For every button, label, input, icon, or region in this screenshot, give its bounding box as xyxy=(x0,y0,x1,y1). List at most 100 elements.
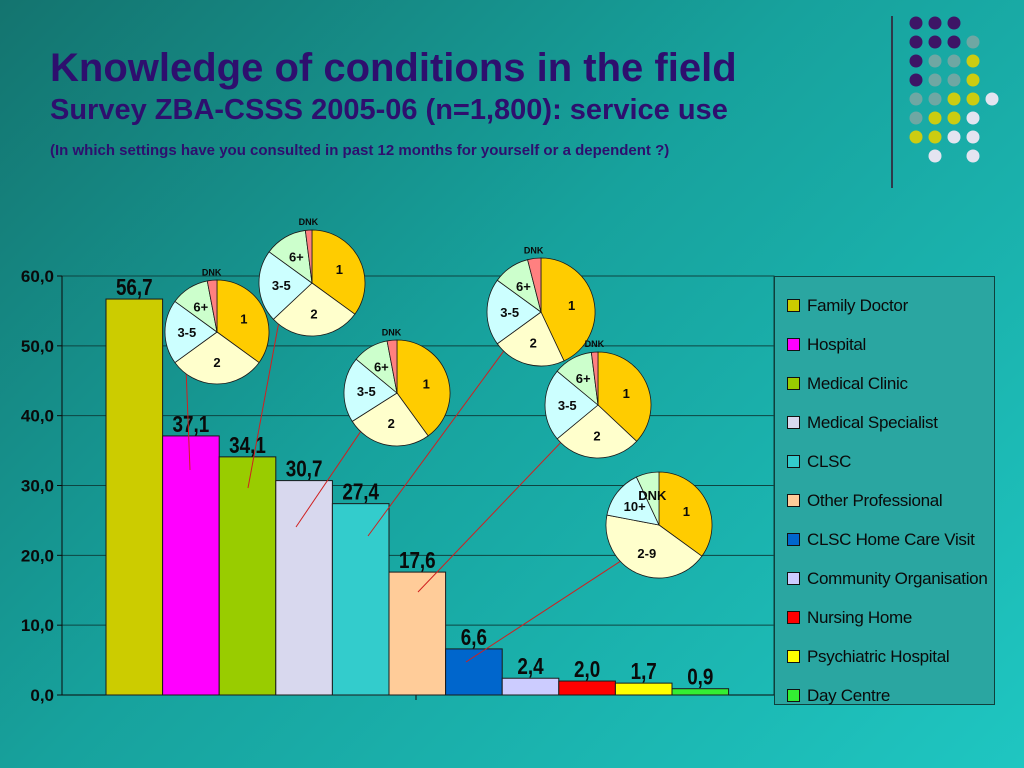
legend-label: CLSC Home Care Visit xyxy=(807,529,975,549)
decorative-dot xyxy=(966,73,980,87)
y-tick-label: 60,0 xyxy=(21,267,54,286)
legend-label: CLSC xyxy=(807,451,852,471)
legend-item: Medical Specialist xyxy=(775,403,994,442)
decorative-dot xyxy=(928,92,942,106)
decorative-dot xyxy=(947,16,961,30)
inset-pie-medical-clinic: 1 2 3-5 6+ DNK xyxy=(295,327,451,528)
pie-slice-label: 1 xyxy=(683,504,690,519)
legend-label: Day Centre xyxy=(807,685,890,705)
decorative-dot xyxy=(966,35,980,49)
pie-connector xyxy=(247,314,281,489)
pie-connector xyxy=(465,556,628,663)
decorative-dot xyxy=(909,54,923,68)
pie-slice-label: 1 xyxy=(623,386,630,401)
pie-slice xyxy=(351,392,429,447)
survey-question: (In which settings have you consulted in… xyxy=(50,142,670,159)
pie-slice-label: DNK xyxy=(202,267,222,277)
y-tick-label: 50,0 xyxy=(21,337,54,356)
pie-slice xyxy=(544,370,599,440)
decorative-dot xyxy=(928,130,942,144)
bar-medical-specialist xyxy=(275,480,333,696)
inset-pie-hospital: 1 2 3-5 6+ DNK xyxy=(247,217,366,489)
pie-slice-label: 3-5 xyxy=(500,305,519,320)
pie-slice-label: 2 xyxy=(530,335,537,350)
bar-value-label: 2,4 xyxy=(517,655,543,680)
legend-item: Other Professional xyxy=(775,481,994,520)
bar-value-label: 17,6 xyxy=(399,548,436,573)
decorative-dot xyxy=(966,149,980,163)
legend-item: Hospital xyxy=(775,325,994,364)
pie-slice xyxy=(597,351,652,442)
legend-item: Day Centre xyxy=(775,676,994,715)
page-subtitle: Survey ZBA-CSSS 2005-06 (n=1,800): servi… xyxy=(50,94,728,126)
pie-slice-label: 3-5 xyxy=(177,325,196,340)
decorative-dot xyxy=(909,16,923,30)
bar-clsc xyxy=(331,503,390,696)
legend-swatch xyxy=(787,611,800,624)
decorative-dot xyxy=(985,92,999,106)
pie-connector xyxy=(295,424,366,528)
title-block: Knowledge of conditions in the field Sur… xyxy=(50,44,737,160)
decorative-dot xyxy=(928,16,942,30)
bar-value-label: 56,7 xyxy=(116,275,153,300)
decorative-dot xyxy=(947,54,961,68)
bar-value-label: 37,1 xyxy=(173,412,210,437)
decorative-dot xyxy=(966,54,980,68)
decorative-dot xyxy=(928,54,942,68)
bar-value-label: 34,1 xyxy=(229,433,266,458)
chart-legend: Family Doctor Hospital Medical Clinic Medic… xyxy=(774,276,995,705)
pie-slice xyxy=(386,339,398,394)
inset-pie-medical-specialist: 1 2 3-5 6+ DNK xyxy=(367,245,596,537)
legend-swatch xyxy=(787,299,800,312)
decorative-dot xyxy=(909,35,923,49)
pie-connector xyxy=(367,344,510,537)
inset-pie-family-doctor: 1 2 3-5 6+ DNK xyxy=(164,267,270,471)
decorative-dot xyxy=(947,73,961,87)
legend-swatch xyxy=(787,494,800,507)
pie-slice-label: 2 xyxy=(388,416,395,431)
pie-slice xyxy=(606,476,660,526)
decorative-dot xyxy=(947,92,961,106)
pie-slice xyxy=(304,229,313,284)
pie-slice xyxy=(556,404,638,459)
legend-item: CLSC xyxy=(775,442,994,481)
pie-slice-label: 3-5 xyxy=(558,398,577,413)
legend-swatch xyxy=(787,377,800,390)
pie-slice xyxy=(311,229,366,315)
pie-slice-label: 1 xyxy=(336,262,343,277)
bar-value-label: 2,0 xyxy=(574,657,600,682)
pie-slice-label: DNK xyxy=(382,327,402,337)
bar-other-professional xyxy=(388,571,447,696)
pie-connector xyxy=(185,363,191,471)
bar-clsc-home-care-visit xyxy=(445,648,503,696)
y-tick-label: 10,0 xyxy=(21,616,54,635)
decorative-dot-grid xyxy=(909,16,999,163)
pie-slice xyxy=(174,331,260,385)
legend-swatch xyxy=(787,572,800,585)
legend-label: Community Organisation xyxy=(807,568,988,588)
decorative-dot xyxy=(928,149,942,163)
pie-slice-label: 2-9 xyxy=(637,546,656,561)
bar-value-label: 1,7 xyxy=(631,659,657,684)
pie-slice xyxy=(216,279,270,364)
bar-medical-clinic xyxy=(218,456,277,696)
pie-slice xyxy=(605,514,703,579)
legend-label: Psychiatric Hospital xyxy=(807,646,950,666)
pie-slice-label: 6+ xyxy=(193,300,208,315)
pie-slice xyxy=(496,311,565,367)
decorative-dot xyxy=(947,130,961,144)
legend-swatch xyxy=(787,416,800,429)
bar-value-label: 0,9 xyxy=(687,665,713,690)
pie-slice xyxy=(658,471,713,557)
y-tick-label: 20,0 xyxy=(21,546,54,565)
decorative-dot xyxy=(928,73,942,87)
pie-slice-label: DNK xyxy=(299,217,319,227)
decorative-dot xyxy=(909,73,923,87)
decorative-dot xyxy=(947,35,961,49)
pie-slice xyxy=(206,279,218,333)
legend-label: Hospital xyxy=(807,334,867,354)
legend-item: CLSC Home Care Visit xyxy=(775,520,994,559)
legend-swatch xyxy=(787,689,800,702)
legend-label: Other Professional xyxy=(807,490,943,510)
bar-value-label: 27,4 xyxy=(342,480,379,505)
